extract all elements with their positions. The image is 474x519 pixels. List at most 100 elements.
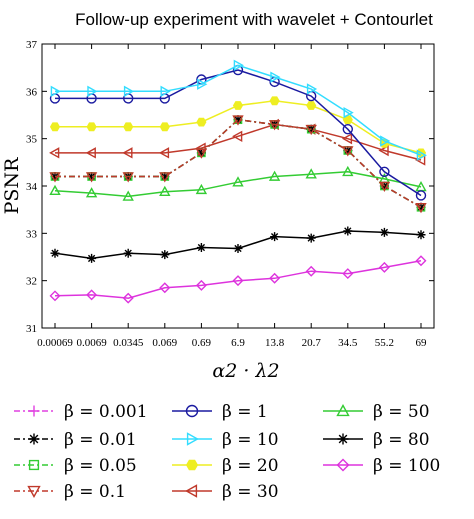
- y-tick-label: 36: [26, 86, 38, 98]
- x-tick-label: 0.0345: [113, 337, 144, 349]
- data-point: [305, 265, 317, 277]
- data-point: [305, 124, 317, 136]
- series-layer: [49, 59, 427, 304]
- data-point: [233, 243, 243, 253]
- data-point: [49, 290, 61, 302]
- data-point: [379, 227, 389, 237]
- data-point: [232, 130, 243, 142]
- data-point: [378, 261, 390, 273]
- data-point: [49, 122, 61, 132]
- data-point: [233, 115, 243, 125]
- data-point: [378, 181, 391, 192]
- data-point: [343, 106, 354, 119]
- data-point: [87, 172, 97, 182]
- data-point: [195, 183, 208, 195]
- legend-label: β = 20: [222, 456, 279, 476]
- data-point: [268, 120, 281, 131]
- data-point: [123, 248, 133, 258]
- data-point: [269, 96, 280, 106]
- data-point: [232, 275, 244, 287]
- legend-item-11: β = 100: [323, 456, 440, 476]
- x-tick-label: 20.7: [302, 337, 322, 349]
- legend-item-4: β = 0.1: [14, 482, 126, 502]
- series-line: [55, 64, 422, 156]
- legend-item-3: β = 0.05: [14, 456, 137, 476]
- data-point: [232, 176, 244, 187]
- x-tick-label: 69: [416, 337, 428, 349]
- data-point: [342, 115, 353, 125]
- legend-marker: [28, 459, 40, 471]
- legend-marker: [337, 433, 349, 445]
- data-point: [197, 78, 208, 90]
- data-point: [159, 185, 171, 196]
- legend-label: β = 0.01: [64, 430, 137, 450]
- data-point: [380, 135, 391, 147]
- data-point: [342, 165, 354, 177]
- legend-marker: [336, 458, 350, 472]
- legend-item-1: β = 0.001: [14, 402, 148, 422]
- y-axis-label: PSNR: [1, 157, 23, 214]
- data-point: [195, 148, 208, 159]
- data-point: [122, 190, 134, 201]
- legend-label: β = 0.001: [64, 402, 148, 422]
- data-point: [49, 184, 61, 196]
- data-point: [49, 147, 60, 159]
- data-point: [50, 85, 61, 98]
- legend-label: β = 0.1: [64, 482, 126, 502]
- x-tick-label: 0.069: [152, 337, 177, 349]
- legend-marker: [185, 459, 199, 471]
- data-point: [123, 85, 135, 98]
- y-tick-label: 34: [26, 181, 38, 193]
- data-point: [122, 147, 133, 159]
- data-point: [269, 272, 281, 284]
- data-point: [305, 168, 317, 179]
- legend-marker: [185, 404, 199, 418]
- data-point: [378, 144, 389, 157]
- legend-item-7: β = 20: [172, 456, 279, 476]
- data-point: [415, 190, 427, 201]
- data-point: [342, 146, 354, 157]
- chart-title: Follow-up experiment with wavelet + Cont…: [75, 10, 433, 29]
- data-point: [196, 243, 206, 253]
- data-point: [87, 253, 97, 263]
- series-line: [55, 118, 422, 208]
- data-point: [415, 202, 427, 214]
- y-tick-label: 35: [26, 134, 38, 146]
- series-line: [55, 123, 422, 161]
- series-10: [50, 226, 426, 263]
- legend-item-5: β = 1: [172, 402, 268, 422]
- legend-item-9: β = 50: [323, 402, 430, 422]
- legend-label: β = 50: [373, 402, 430, 422]
- data-point: [195, 279, 207, 291]
- series-6: [50, 59, 427, 161]
- series-line: [54, 171, 422, 198]
- data-point: [342, 268, 354, 280]
- series-line: [55, 69, 422, 197]
- legend: β = 0.001 β = 0.01 β = 0.05 β = 0.1 β = 1 β =…: [14, 402, 440, 502]
- data-point: [306, 233, 316, 243]
- y-axis: 31 32 33 34 35 36 37: [26, 39, 434, 335]
- series-line: [54, 260, 422, 299]
- data-point: [233, 59, 244, 71]
- legend-marker: [28, 433, 40, 445]
- x-tick-label: 6.9: [231, 337, 245, 349]
- legend-item-2: β = 0.01: [14, 430, 137, 450]
- data-point: [160, 172, 170, 182]
- series-11: [49, 255, 427, 304]
- data-point: [159, 172, 171, 183]
- data-point: [123, 122, 134, 132]
- data-point: [85, 147, 96, 159]
- data-point: [341, 132, 353, 145]
- data-point: [270, 232, 280, 242]
- legend-label: β = 1: [222, 402, 268, 422]
- legend-marker: [186, 432, 199, 446]
- data-point: [342, 123, 353, 135]
- data-point: [232, 101, 244, 110]
- data-point: [343, 226, 353, 236]
- x-tick-label: 0.00069: [37, 337, 73, 349]
- legend-item-10: β = 80: [323, 430, 430, 450]
- legend-marker: [185, 484, 198, 498]
- data-point: [379, 166, 390, 178]
- y-tick-label: 32: [26, 276, 37, 288]
